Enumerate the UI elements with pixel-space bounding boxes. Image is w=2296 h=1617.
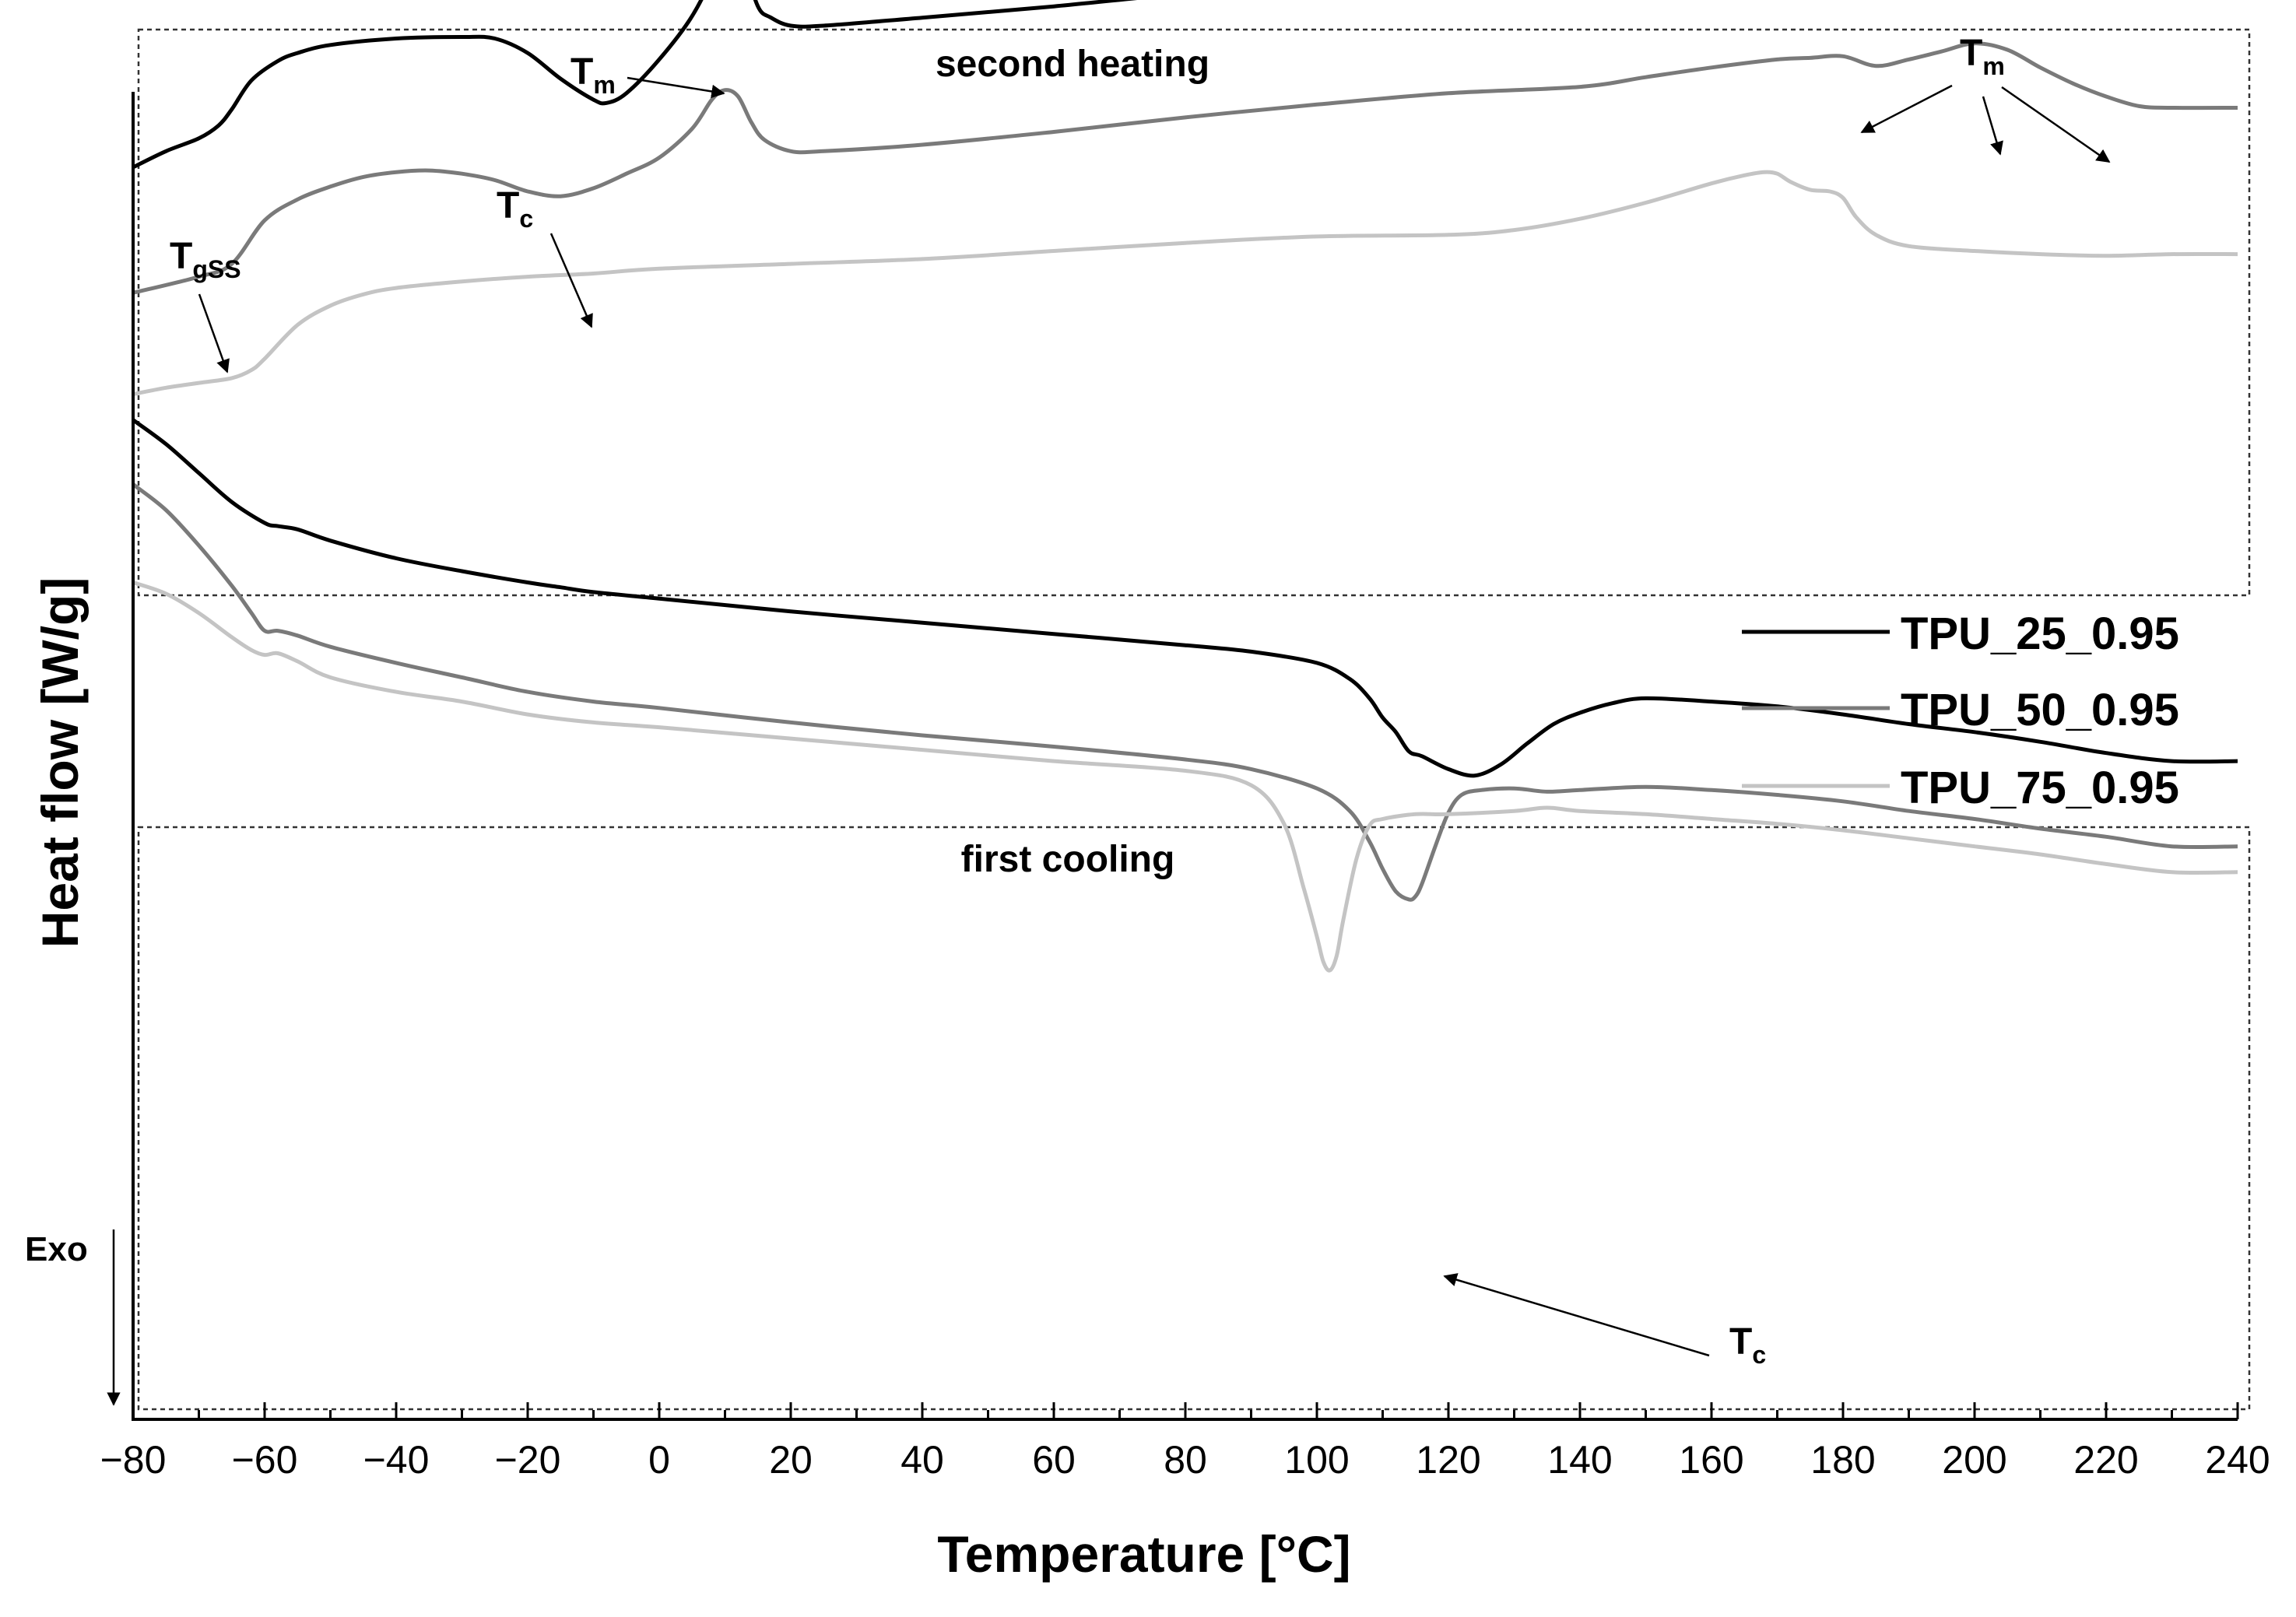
annotation-tm-heating-arrow — [627, 76, 725, 99]
annotation-tm-high-arrow-3 — [2001, 86, 2111, 163]
x-tick-label-220: 220 — [2073, 1438, 2138, 1482]
x-tick-label-neg80: −80 — [100, 1438, 167, 1482]
annotation-tc-cooling-label: Tc — [1729, 1321, 1766, 1369]
annotation-tc-heating: Tc — [497, 185, 593, 328]
annotation-tm-high-arrow-2 — [1982, 96, 2003, 156]
annotation-tc-cooling: Tc — [1443, 1273, 1766, 1369]
first-cooling-label: first cooling — [961, 839, 1175, 880]
second-heating-label: second heating — [936, 44, 1209, 85]
legend-label-tpu-50: TPU_50_0.95 — [1901, 685, 2179, 735]
annotation-tgss: TgSS — [170, 236, 241, 374]
annotation-tgss-label: TgSS — [170, 236, 241, 283]
second-heating-panel-frame — [137, 28, 2251, 597]
x-tick-label-160: 160 — [1679, 1438, 1743, 1482]
x-axis-label: Temperature [°C] — [937, 1525, 1350, 1583]
series-line-tpu-75-0-95-first-cooling — [132, 581, 2238, 973]
annotation-tm-high: Tm — [1860, 33, 2111, 163]
annotation-tc-heating-label: Tc — [497, 185, 533, 233]
x-tick-label-neg60: −60 — [232, 1438, 298, 1482]
legend-label-tpu-25: TPU_25_0.95 — [1901, 609, 2179, 659]
series-line-tpu-50-0-95-second-heating — [132, 41, 2238, 295]
series-line-tpu-75-0-95-second-heating — [132, 170, 2238, 397]
exo-label: Exo — [25, 1230, 88, 1268]
annotation-tm-heating: Tm — [570, 51, 725, 99]
legend-label-tpu-75: TPU_75_0.95 — [1901, 763, 2179, 813]
x-tick-label-40: 40 — [900, 1438, 944, 1482]
x-tick-label-0: 0 — [648, 1438, 670, 1482]
series-layer — [132, 0, 2238, 973]
legend: TPU_25_0.95 TPU_50_0.95 TPU_75_0.95 — [1742, 609, 2179, 813]
x-tick-label-80: 80 — [1164, 1438, 1207, 1482]
annotation-tm-high-arrow-1 — [1860, 84, 1953, 134]
x-tick-label-180: 180 — [1810, 1438, 1875, 1482]
x-tick-label-140: 140 — [1547, 1438, 1612, 1482]
annotation-tm-heating-label: Tm — [570, 51, 616, 99]
x-tick-label-240: 240 — [2205, 1438, 2270, 1482]
x-tick-label-100: 100 — [1284, 1438, 1349, 1482]
series-line-tpu-25-0-95-second-heating — [132, 0, 1138, 170]
first-cooling-panel-frame — [137, 826, 2251, 1411]
annotation-tc-heating-arrow — [549, 233, 593, 328]
x-tick-label-60: 60 — [1032, 1438, 1076, 1482]
annotation-tgss-arrow — [198, 293, 230, 374]
annotation-tm-high-label: Tm — [1960, 33, 2005, 80]
x-tick-label-neg20: −20 — [495, 1438, 561, 1482]
x-tick-label-200: 200 — [1942, 1438, 2006, 1482]
y-axis-label: Heat flow [W/g] — [31, 577, 89, 949]
x-tick-label-20: 20 — [769, 1438, 813, 1482]
series-line-tpu-50-0-95-first-cooling — [132, 482, 2238, 902]
x-tick-label-neg40: −40 — [363, 1438, 430, 1482]
x-ticks: −80 −60 −40 −20 0 20 40 60 80 100 120 140 160 180 200 2… — [100, 1402, 2270, 1482]
x-tick-label-120: 120 — [1416, 1438, 1480, 1482]
annotation-tc-cooling-arrow — [1443, 1273, 1710, 1357]
